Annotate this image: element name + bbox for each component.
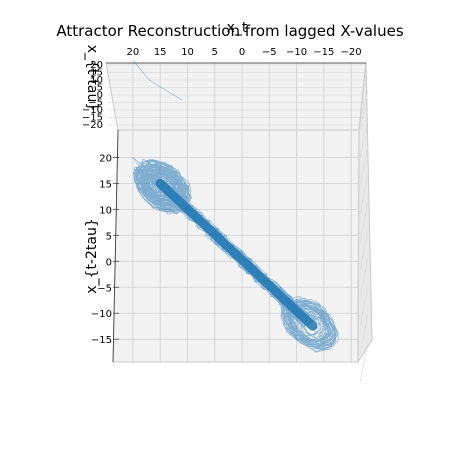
z-tick-label: −10 <box>91 309 112 320</box>
side-grid-line <box>359 89 369 131</box>
z-tick-label: −15 <box>91 335 112 346</box>
x-tick-label: 15 <box>154 47 167 58</box>
y-axis-label: x_{t-tau} <box>84 45 100 112</box>
x-tick-label: 5 <box>212 47 218 58</box>
tick-labels: 20 15 10 5 0 −5 −10 −15 −2020151050−5−10−1520151… <box>82 47 362 346</box>
x-tick-label: 20 <box>127 47 140 58</box>
side-grid-line <box>359 285 369 327</box>
z-tick-label: 5 <box>106 231 112 242</box>
side-grid-line <box>359 117 369 159</box>
axis-panes <box>105 62 373 364</box>
side-grid-line <box>359 257 369 299</box>
y-tick-label: −20 <box>82 120 103 131</box>
trajectory-wisp <box>132 59 183 101</box>
y-tick-label: −5 <box>88 98 103 109</box>
chart-title: Attractor Reconstruction from lagged X-v… <box>56 22 403 40</box>
y-tick-label: −15 <box>82 113 103 124</box>
x-tick-label: −10 <box>286 47 307 58</box>
x-tick-label: −20 <box>341 47 362 58</box>
z-tick-label: 20 <box>99 153 112 164</box>
y-tick-label: 10 <box>90 75 103 86</box>
side-grid-line <box>359 173 369 215</box>
x-tick-label: 10 <box>181 47 194 58</box>
trajectory-core <box>155 178 318 331</box>
grid-lines <box>106 62 369 383</box>
y-tick-label: 20 <box>90 60 103 71</box>
side-grid-line <box>359 313 369 355</box>
side-grid-line <box>359 341 369 383</box>
x-tick-label: −15 <box>313 47 334 58</box>
y-tick-label: 15 <box>90 68 103 79</box>
z-tick-label: −5 <box>97 283 112 294</box>
y-tick-label: 5 <box>97 83 103 94</box>
top-pane <box>105 62 367 131</box>
z-axis-line <box>112 129 119 363</box>
y-tick-label: −10 <box>82 105 103 116</box>
side-pane <box>357 62 373 364</box>
z-axis-label: x_{t-2tau} <box>84 218 100 294</box>
z-tick-label: 10 <box>99 205 112 216</box>
x-tick-label: −5 <box>262 47 277 58</box>
x-axis-label: x_t <box>227 20 248 36</box>
x-tick-label: 0 <box>239 47 245 58</box>
attractor-trajectory <box>132 59 339 353</box>
side-grid-line <box>359 145 369 187</box>
side-grid-line <box>359 201 369 243</box>
y-tick-label: 0 <box>97 90 103 101</box>
z-tick-label: 15 <box>99 179 112 190</box>
side-grid-line <box>359 229 369 271</box>
z-tick-label: 0 <box>106 257 112 268</box>
